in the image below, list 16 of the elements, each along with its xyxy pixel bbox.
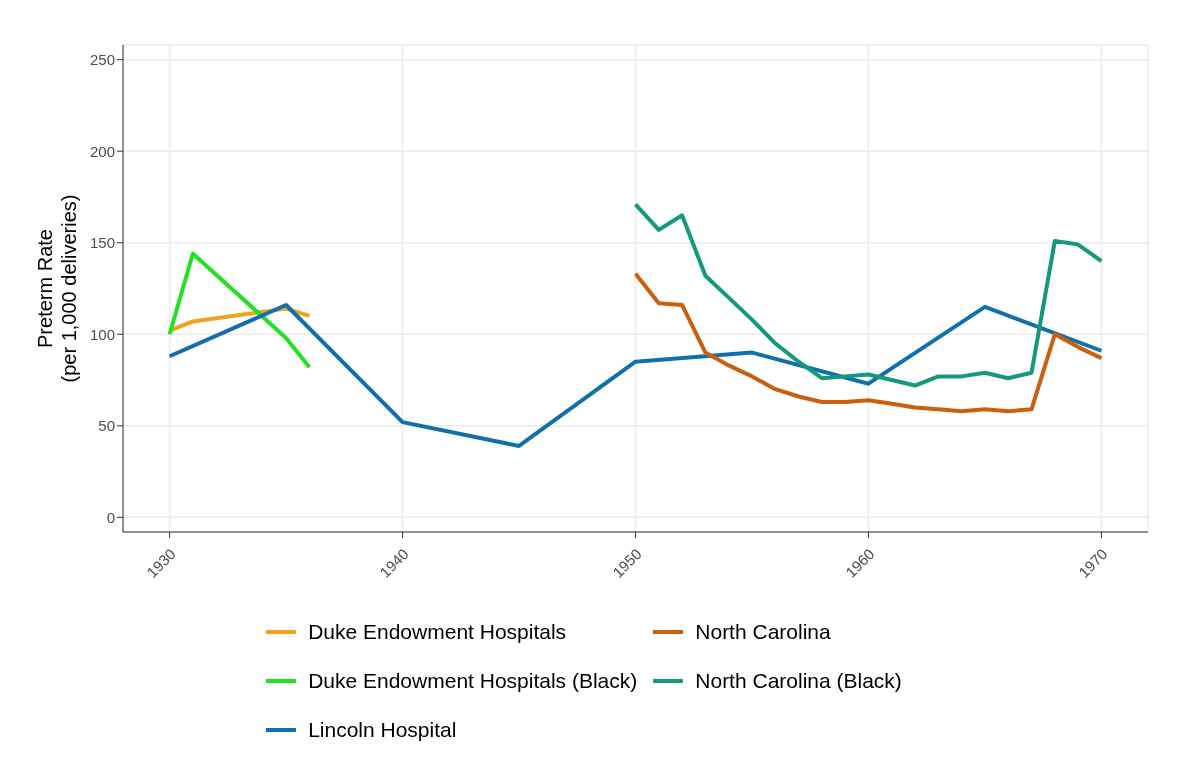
- legend-label: Duke Endowment Hospitals: [308, 619, 567, 644]
- line-series: [167, 251, 312, 370]
- line-series: [633, 202, 1104, 388]
- y-tick-label: 150: [89, 234, 115, 252]
- y-tick-label: 0: [106, 508, 115, 526]
- legend-label: Duke Endowment Hospitals (Black): [308, 668, 638, 693]
- y-tick-label: 100: [89, 325, 115, 343]
- y-tick-label: 250: [89, 50, 115, 68]
- legend-label: North Carolina (Black): [695, 668, 902, 693]
- legend-label: North Carolina: [695, 619, 831, 644]
- line-series: [167, 302, 1104, 448]
- y-tick-label: 200: [89, 142, 115, 160]
- legend-label: Lincoln Hospital: [308, 717, 457, 742]
- line-series: [633, 271, 1104, 414]
- y-axis-title: Preterm Rate (per 1,000 deliveries): [34, 194, 80, 383]
- y-tick-label: 50: [98, 417, 115, 435]
